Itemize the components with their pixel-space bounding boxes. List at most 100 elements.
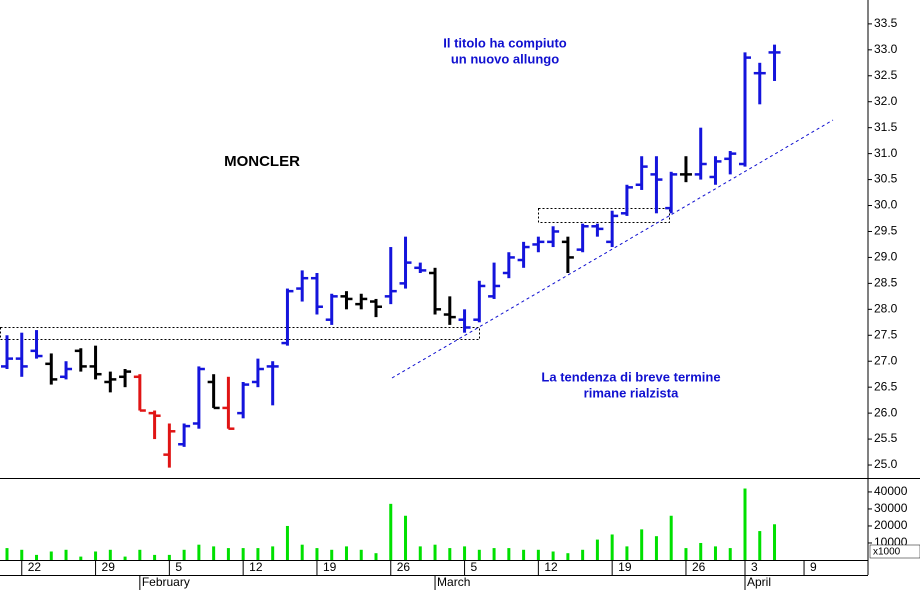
y-tick-label: 27.0	[874, 353, 898, 367]
volume-bar	[256, 548, 260, 560]
volume-bar	[35, 554, 39, 560]
volume-bar	[758, 531, 762, 560]
y-tick-label: 32.0	[874, 94, 898, 108]
x-tick-label: 9	[810, 560, 817, 574]
y-tick-label: 28.5	[874, 276, 898, 290]
y-tick-label: 31.0	[874, 146, 898, 160]
volume-bar	[463, 546, 467, 560]
volume-bar	[773, 524, 777, 560]
volume-bar	[610, 534, 614, 560]
y-tick-label: 25.5	[874, 431, 898, 445]
x-tick-label: 29	[102, 560, 116, 574]
y-tick-label: 40000	[874, 484, 908, 498]
volume-bar	[285, 525, 289, 560]
volume-bar	[212, 546, 216, 560]
unit-box	[869, 544, 920, 559]
volume-bar	[5, 548, 9, 560]
y-tick-label: 29.5	[874, 224, 898, 238]
x-tick-label: 12	[544, 560, 558, 574]
volume-bar	[418, 546, 422, 560]
y-tick-label: 33.0	[874, 42, 898, 56]
y-tick-label: 29.0	[874, 250, 898, 264]
y-tick-label: 30000	[874, 501, 908, 515]
volume-bar	[433, 544, 437, 560]
volume-bar	[551, 551, 555, 560]
volume-bar	[315, 548, 319, 560]
volume-bar	[94, 551, 98, 560]
volume-bar	[374, 553, 378, 560]
volume-bar	[625, 546, 629, 560]
x-tick-label: 26	[692, 560, 706, 574]
y-tick-label: 30.0	[874, 198, 898, 212]
dashed-box	[538, 208, 670, 223]
volume-bar	[79, 556, 83, 560]
annotation: un nuovo allungo	[451, 51, 559, 66]
volume-bar	[684, 548, 688, 560]
volume-bar	[507, 548, 511, 560]
y-tick-label: 31.5	[874, 120, 898, 134]
volume-bar	[448, 548, 452, 560]
volume-bar	[477, 549, 481, 560]
volume-bar	[492, 548, 496, 560]
volume-bar	[226, 548, 230, 560]
annotation: rimane rialzista	[584, 385, 679, 400]
volume-bar	[182, 549, 186, 560]
x-tick-label: 22	[28, 560, 42, 574]
volume-bar	[743, 488, 747, 560]
annotation: La tendenza di breve termine	[541, 369, 720, 384]
volume-bar	[359, 549, 363, 560]
volume-bar	[640, 529, 644, 560]
volume-bar	[713, 546, 717, 560]
y-tick-label: 32.5	[874, 68, 898, 82]
volume-bar	[699, 542, 703, 560]
y-tick-label: 30.5	[874, 172, 898, 186]
dashed-box	[0, 327, 480, 340]
volume-bar	[108, 549, 112, 560]
y-tick-label: 26.5	[874, 379, 898, 393]
x-tick-label: 5	[175, 560, 182, 574]
y-tick-label: 20000	[874, 518, 908, 532]
volume-bar	[153, 554, 157, 560]
volume-bar	[344, 546, 348, 560]
y-tick-label: 26.0	[874, 405, 898, 419]
volume-bar	[654, 536, 658, 560]
unit-label: x1000	[873, 547, 901, 558]
y-tick-label: 27.5	[874, 327, 898, 341]
volume-bar	[522, 549, 526, 560]
volume-bar	[197, 544, 201, 560]
volume-bar	[669, 515, 673, 560]
month-label: March	[437, 575, 470, 589]
volume-bar	[581, 549, 585, 560]
x-tick-label: 19	[618, 560, 632, 574]
y-tick-label: 25.0	[874, 457, 898, 471]
volume-bar	[389, 503, 393, 560]
x-tick-label: 26	[397, 560, 411, 574]
volume-bar	[241, 548, 245, 560]
annotation: Il titolo ha compiuto	[443, 35, 567, 50]
x-tick-label: 5	[471, 560, 478, 574]
volume-bar	[49, 551, 53, 560]
volume-bar	[123, 556, 127, 560]
y-tick-label: 28.0	[874, 301, 898, 315]
chart-title: MONCLER	[224, 153, 300, 170]
volume-bar	[330, 549, 334, 560]
volume-bar	[138, 549, 142, 560]
volume-bar	[595, 539, 599, 560]
month-label: April	[747, 575, 771, 589]
volume-bar	[64, 549, 68, 560]
volume-bar	[728, 548, 732, 560]
x-tick-label: 12	[249, 560, 263, 574]
y-tick-label: 33.5	[874, 16, 898, 30]
month-label: February	[142, 575, 190, 589]
volume-bar	[20, 549, 24, 560]
volume-bar	[536, 549, 540, 560]
volume-bar	[167, 554, 171, 560]
volume-bar	[566, 553, 570, 560]
volume-bar	[404, 515, 408, 560]
x-tick-label: 19	[323, 560, 337, 574]
volume-bar	[271, 546, 275, 560]
volume-bar	[300, 544, 304, 560]
x-tick-label: 3	[751, 560, 758, 574]
